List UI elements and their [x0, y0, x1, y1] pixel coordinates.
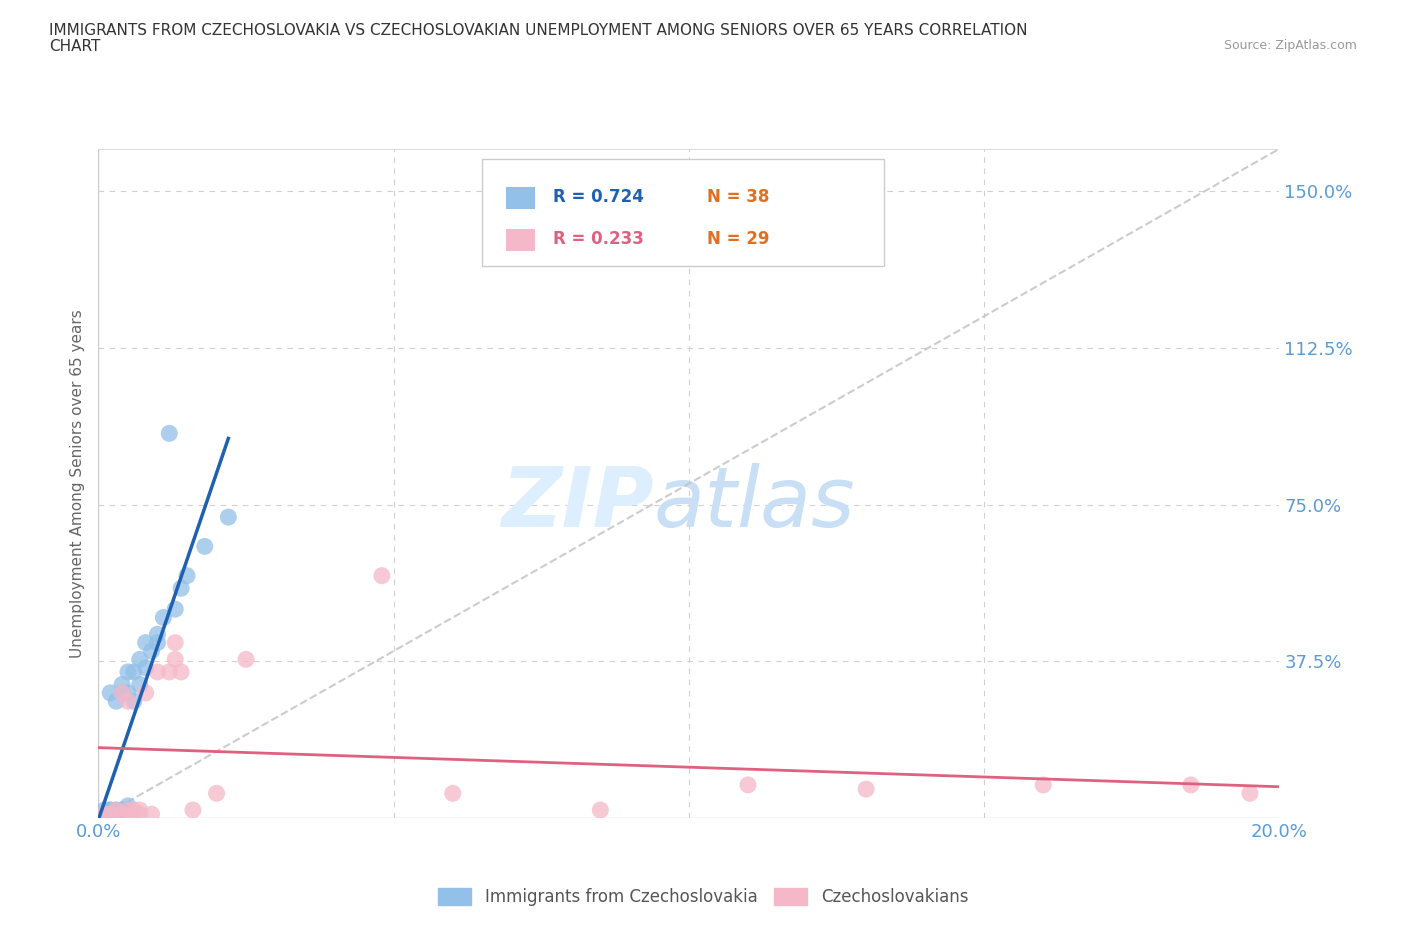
- Point: [170, 580, 193, 596]
- Point: [111, 803, 134, 817]
- Text: CHART: CHART: [49, 39, 101, 54]
- Point: [117, 803, 139, 817]
- Point: [141, 807, 163, 822]
- Text: R = 0.233: R = 0.233: [553, 231, 644, 248]
- Point: [98, 803, 121, 817]
- Point: [105, 694, 128, 709]
- Point: [146, 635, 169, 650]
- Point: [1032, 777, 1054, 792]
- Point: [176, 568, 198, 583]
- Point: [217, 510, 239, 525]
- Point: [93, 807, 115, 822]
- Point: [111, 677, 134, 692]
- Point: [1239, 786, 1261, 801]
- Point: [93, 803, 115, 817]
- Point: [441, 786, 464, 801]
- Text: IMMIGRANTS FROM CZECHOSLOVAKIA VS CZECHOSLOVAKIAN UNEMPLOYMENT AMONG SENIORS OVE: IMMIGRANTS FROM CZECHOSLOVAKIA VS CZECHO…: [49, 23, 1028, 38]
- Text: R = 0.724: R = 0.724: [553, 188, 644, 206]
- Bar: [506, 230, 536, 251]
- Point: [135, 635, 157, 650]
- Point: [117, 694, 139, 709]
- Point: [181, 803, 204, 817]
- Bar: [506, 187, 536, 209]
- Point: [135, 685, 157, 700]
- Point: [105, 807, 128, 822]
- Point: [98, 803, 121, 817]
- Point: [157, 426, 180, 441]
- Point: [128, 807, 150, 822]
- Point: [98, 685, 121, 700]
- Point: [128, 803, 150, 817]
- Point: [194, 539, 217, 554]
- Point: [165, 602, 187, 617]
- Point: [93, 807, 115, 822]
- Point: [93, 807, 115, 822]
- Point: [737, 777, 759, 792]
- FancyBboxPatch shape: [482, 159, 884, 266]
- Point: [235, 652, 257, 667]
- Point: [371, 568, 394, 583]
- Text: Source: ZipAtlas.com: Source: ZipAtlas.com: [1223, 39, 1357, 52]
- Point: [111, 807, 134, 822]
- Point: [146, 665, 169, 680]
- Point: [170, 665, 193, 680]
- Point: [111, 685, 134, 700]
- Point: [117, 685, 139, 700]
- Point: [98, 807, 121, 822]
- Point: [122, 665, 145, 680]
- Point: [165, 652, 187, 667]
- Point: [117, 798, 139, 813]
- Point: [855, 781, 877, 796]
- Point: [146, 627, 169, 642]
- Text: atlas: atlas: [654, 463, 855, 544]
- Point: [111, 803, 134, 817]
- Point: [98, 807, 121, 822]
- Point: [93, 807, 115, 822]
- Point: [111, 685, 134, 700]
- Text: ZIP: ZIP: [501, 463, 654, 544]
- Point: [589, 803, 612, 817]
- Point: [165, 635, 187, 650]
- Point: [157, 665, 180, 680]
- Point: [117, 665, 139, 680]
- Point: [122, 807, 145, 822]
- Point: [98, 807, 121, 822]
- Point: [105, 803, 128, 817]
- Text: N = 29: N = 29: [707, 231, 769, 248]
- Point: [128, 677, 150, 692]
- Point: [141, 644, 163, 658]
- Legend: Immigrants from Czechoslovakia, Czechoslovakians: Immigrants from Czechoslovakia, Czechosl…: [432, 881, 974, 912]
- Point: [105, 807, 128, 822]
- Point: [135, 660, 157, 675]
- Point: [105, 803, 128, 817]
- Point: [205, 786, 228, 801]
- Point: [117, 803, 139, 817]
- Point: [122, 694, 145, 709]
- Point: [128, 652, 150, 667]
- Y-axis label: Unemployment Among Seniors over 65 years: Unemployment Among Seniors over 65 years: [69, 310, 84, 658]
- Point: [1180, 777, 1202, 792]
- Point: [122, 803, 145, 817]
- Point: [105, 807, 128, 822]
- Point: [152, 610, 174, 625]
- Text: N = 38: N = 38: [707, 188, 769, 206]
